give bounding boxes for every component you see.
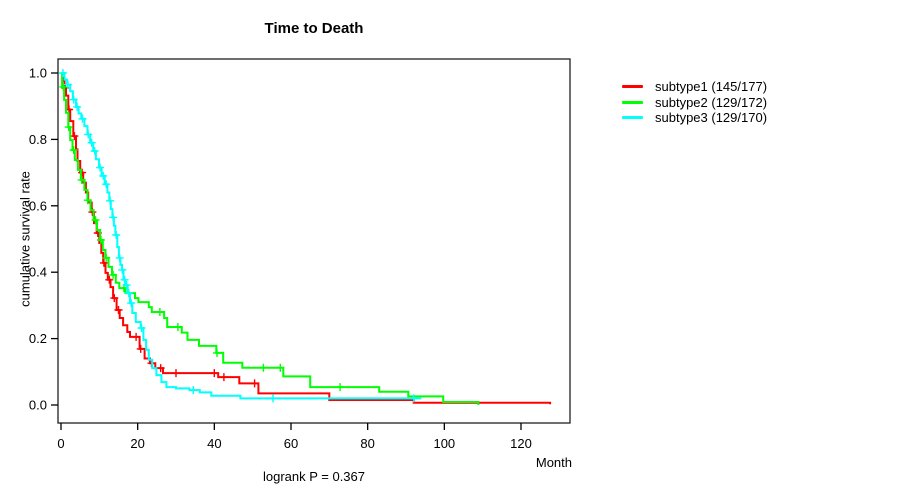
censor-marks-subtype1: [61, 83, 259, 388]
legend-label: subtype3 (129/170): [655, 110, 768, 126]
y-tick-label: 0.8: [29, 132, 47, 147]
x-tick-label: 40: [207, 436, 221, 451]
y-tick-label: 1.0: [29, 66, 47, 81]
legend: subtype1 (145/177) subtype2 (129/172) subt…: [622, 79, 767, 126]
legend-item: subtype2 (129/172): [622, 95, 767, 111]
y-tick-label: 0.6: [29, 198, 47, 213]
y-tick-label: 0.0: [29, 398, 47, 413]
legend-line-swatch: [622, 100, 643, 104]
x-tick-label: 80: [360, 436, 374, 451]
legend-item: subtype3 (129/170): [622, 110, 767, 126]
chart-title: Time to Death: [264, 20, 364, 37]
km-curve-subtype2: [61, 72, 480, 405]
x-axis-label: Month: [535, 455, 572, 470]
x-tick-label: 20: [130, 436, 144, 451]
censor-marks-subtype2: [59, 82, 345, 392]
logrank-annotation: logrank P = 0.367: [262, 469, 366, 484]
x-tick-label: 120: [510, 436, 532, 451]
y-tick-label: 0.4: [29, 265, 47, 280]
censor-marks-subtype3: [58, 69, 418, 403]
x-tick-label: 0: [57, 436, 64, 451]
legend-line-swatch: [622, 85, 643, 89]
km-curve-subtype1: [61, 72, 552, 405]
legend-label: subtype2 (129/172): [655, 94, 768, 110]
legend-line-swatch: [622, 116, 643, 120]
plot-box: [57, 58, 571, 424]
x-tick-label: 60: [284, 436, 298, 451]
legend-item: subtype1 (145/177): [622, 79, 767, 95]
y-tick-label: 0.2: [29, 331, 47, 346]
legend-label: subtype1 (145/177): [655, 79, 768, 95]
x-tick-label: 100: [433, 436, 455, 451]
